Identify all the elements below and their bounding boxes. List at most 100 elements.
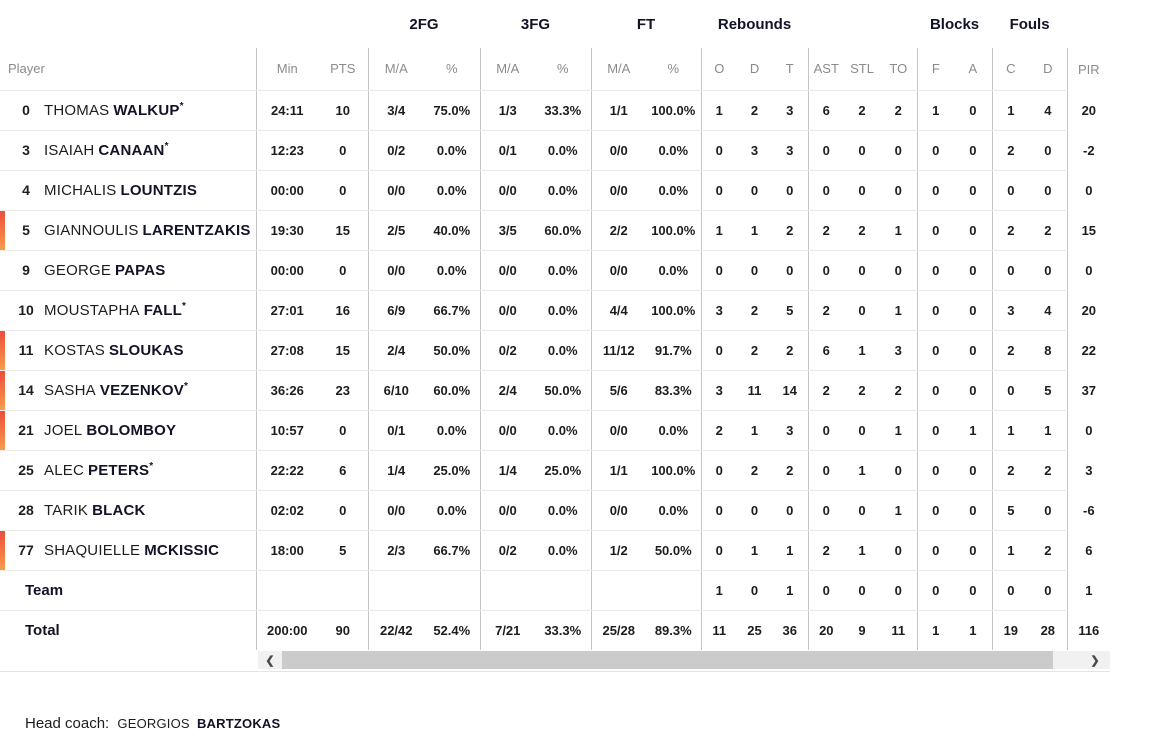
stat-cell: 36 <box>782 622 798 638</box>
stat-cell: 0 <box>737 170 773 211</box>
stat-cell: 0 <box>772 170 809 211</box>
stat-cell <box>318 570 368 611</box>
stat-cell: 22 <box>1066 330 1111 370</box>
stat-cell: 89.3% <box>654 622 692 638</box>
stat-cell: 0.0% <box>535 330 591 371</box>
stat-cell: 15 <box>318 210 368 251</box>
stat-cell: 2 <box>844 370 881 411</box>
player-name-cell[interactable]: 11 KOSTAS SLOUKAS <box>0 330 256 371</box>
stat-cell: 0.0% <box>424 250 480 291</box>
player-name-cell[interactable]: 5 GIANNOULIS LARENTZAKIS <box>0 210 256 251</box>
stat-cell: 0 <box>807 410 845 451</box>
stat-cell: 6 <box>807 330 845 371</box>
stat-cell: 0 <box>807 570 845 611</box>
group-header-2fg: 2FG <box>409 15 439 33</box>
group-header-blocks: Blocks <box>929 15 980 33</box>
player-first-name: ALEC <box>44 461 84 479</box>
stat-cell: 1/4 <box>479 450 535 491</box>
stat-cell: 0.0% <box>535 410 591 451</box>
stat-cell: 7/21 <box>479 610 535 650</box>
player-name-cell[interactable]: 3 ISAIAH CANAAN* <box>0 130 256 171</box>
stat-cell: 6/9 <box>367 290 424 331</box>
stat-cell: 00:00 <box>255 250 318 291</box>
scrollbar-thumb[interactable] <box>282 651 1053 669</box>
stat-cell: 0 <box>991 250 1030 291</box>
player-name-cell[interactable]: 28 TARIK BLACK <box>0 490 256 531</box>
stat-cell: 0 <box>1029 250 1068 291</box>
stat-cell: 23 <box>318 370 368 411</box>
stat-cell: 1 <box>772 570 809 611</box>
player-number: 5 <box>22 221 30 238</box>
stat-cell: 0 <box>318 490 368 531</box>
player-name-cell[interactable]: 4 MICHALIS LOUNTZIS <box>0 170 256 211</box>
stat-cell: 83.3% <box>646 370 702 411</box>
column-header-d-18: D <box>1029 48 1068 91</box>
stat-cell: 40.0% <box>424 210 480 251</box>
stat-cell: 24:11 <box>255 90 318 131</box>
column-header-t-11: T <box>772 48 809 91</box>
scroll-left-button[interactable]: ❮ <box>258 651 282 669</box>
stat-cell: 0 <box>807 450 845 491</box>
stat-cell: 20 <box>1066 290 1111 330</box>
stat-cell: 25.0% <box>535 450 591 491</box>
player-last-name: PAPAS <box>115 261 166 279</box>
stat-cell: 3 <box>1066 450 1111 490</box>
stat-cell: 1/3 <box>479 90 535 131</box>
player-last-name: MCKISSIC <box>144 541 220 559</box>
player-name-cell[interactable]: 21 JOEL BOLOMBOY <box>0 410 256 451</box>
stat-cell: 12:23 <box>255 130 318 171</box>
stat-cell: 0.0% <box>646 410 702 451</box>
stat-cell: 11 <box>737 370 773 411</box>
column-header--6: % <box>535 48 591 91</box>
stat-cell: 3 <box>700 290 738 331</box>
stat-cell: 1 <box>880 410 918 451</box>
scroll-right-button[interactable]: ❯ <box>1080 651 1110 669</box>
stat-cell <box>590 570 646 611</box>
stat-cell: 0 <box>954 130 993 171</box>
stat-cell: 0.0% <box>535 130 591 171</box>
player-row-fall: 10 MOUSTAPHA FALL* 27:01 16 6/9 66.7% 0/0 0.0% 4/… <box>0 290 1111 331</box>
player-name-cell[interactable]: 14 SASHA VEZENKOV* <box>0 370 256 411</box>
stat-cell: 0 <box>1029 170 1068 211</box>
stat-cell: 6/10 <box>367 370 424 411</box>
column-header-ma-5: M/A <box>479 48 535 91</box>
stat-cell: 0 <box>318 170 368 211</box>
stat-cell: 6 <box>807 90 845 131</box>
stat-cell: 0.0% <box>646 170 702 211</box>
starter-asterisk: * <box>182 300 187 312</box>
stat-cell: 11/12 <box>590 330 646 371</box>
player-name-cell[interactable]: 77 SHAQUIELLE MCKISSIC <box>0 530 256 571</box>
group-header-ft: FT <box>636 15 656 33</box>
stat-cell: 0/0 <box>479 290 535 331</box>
player-number: 11 <box>18 341 34 358</box>
player-name-cell[interactable]: 0 THOMAS WALKUP* <box>0 90 256 131</box>
stat-cell: 1 <box>969 622 977 638</box>
player-number: 21 <box>18 421 34 438</box>
stat-cell: 0 <box>954 330 993 371</box>
column-header--8: % <box>646 48 702 91</box>
stat-cell: 0 <box>916 410 955 451</box>
player-name-cell[interactable]: 9 GEORGE PAPAS <box>0 250 256 291</box>
stat-cell: 22/42 <box>367 610 424 650</box>
stat-cell: 0.0% <box>535 170 591 211</box>
stat-cell: 18:00 <box>255 530 318 571</box>
stat-cell: 3 <box>991 290 1030 331</box>
player-name-cell[interactable]: 25 ALEC PETERS* <box>0 450 256 491</box>
stat-cell: 0/0 <box>590 250 646 291</box>
stat-cell: 0/0 <box>479 250 535 291</box>
stat-cell: 6 <box>318 450 368 491</box>
stat-cell: 0/0 <box>590 130 646 171</box>
horizontal-scrollbar[interactable]: ❮ ❯ <box>258 651 1110 669</box>
player-last-name: WALKUP* <box>113 100 184 119</box>
stat-cell: 2 <box>991 210 1030 251</box>
stat-cell: 0 <box>772 250 809 291</box>
player-first-name: GEORGE <box>44 261 112 279</box>
stat-cell: 0 <box>844 570 881 611</box>
stat-cell: 60.0% <box>535 210 591 251</box>
scrollbar-track[interactable] <box>1053 651 1080 669</box>
stat-cell: 2 <box>1029 210 1068 251</box>
stat-cell: 1 <box>844 530 881 571</box>
player-last-name: LOUNTZIS <box>120 181 198 199</box>
on-court-indicator <box>0 530 5 570</box>
player-name-cell[interactable]: 10 MOUSTAPHA FALL* <box>0 290 256 331</box>
